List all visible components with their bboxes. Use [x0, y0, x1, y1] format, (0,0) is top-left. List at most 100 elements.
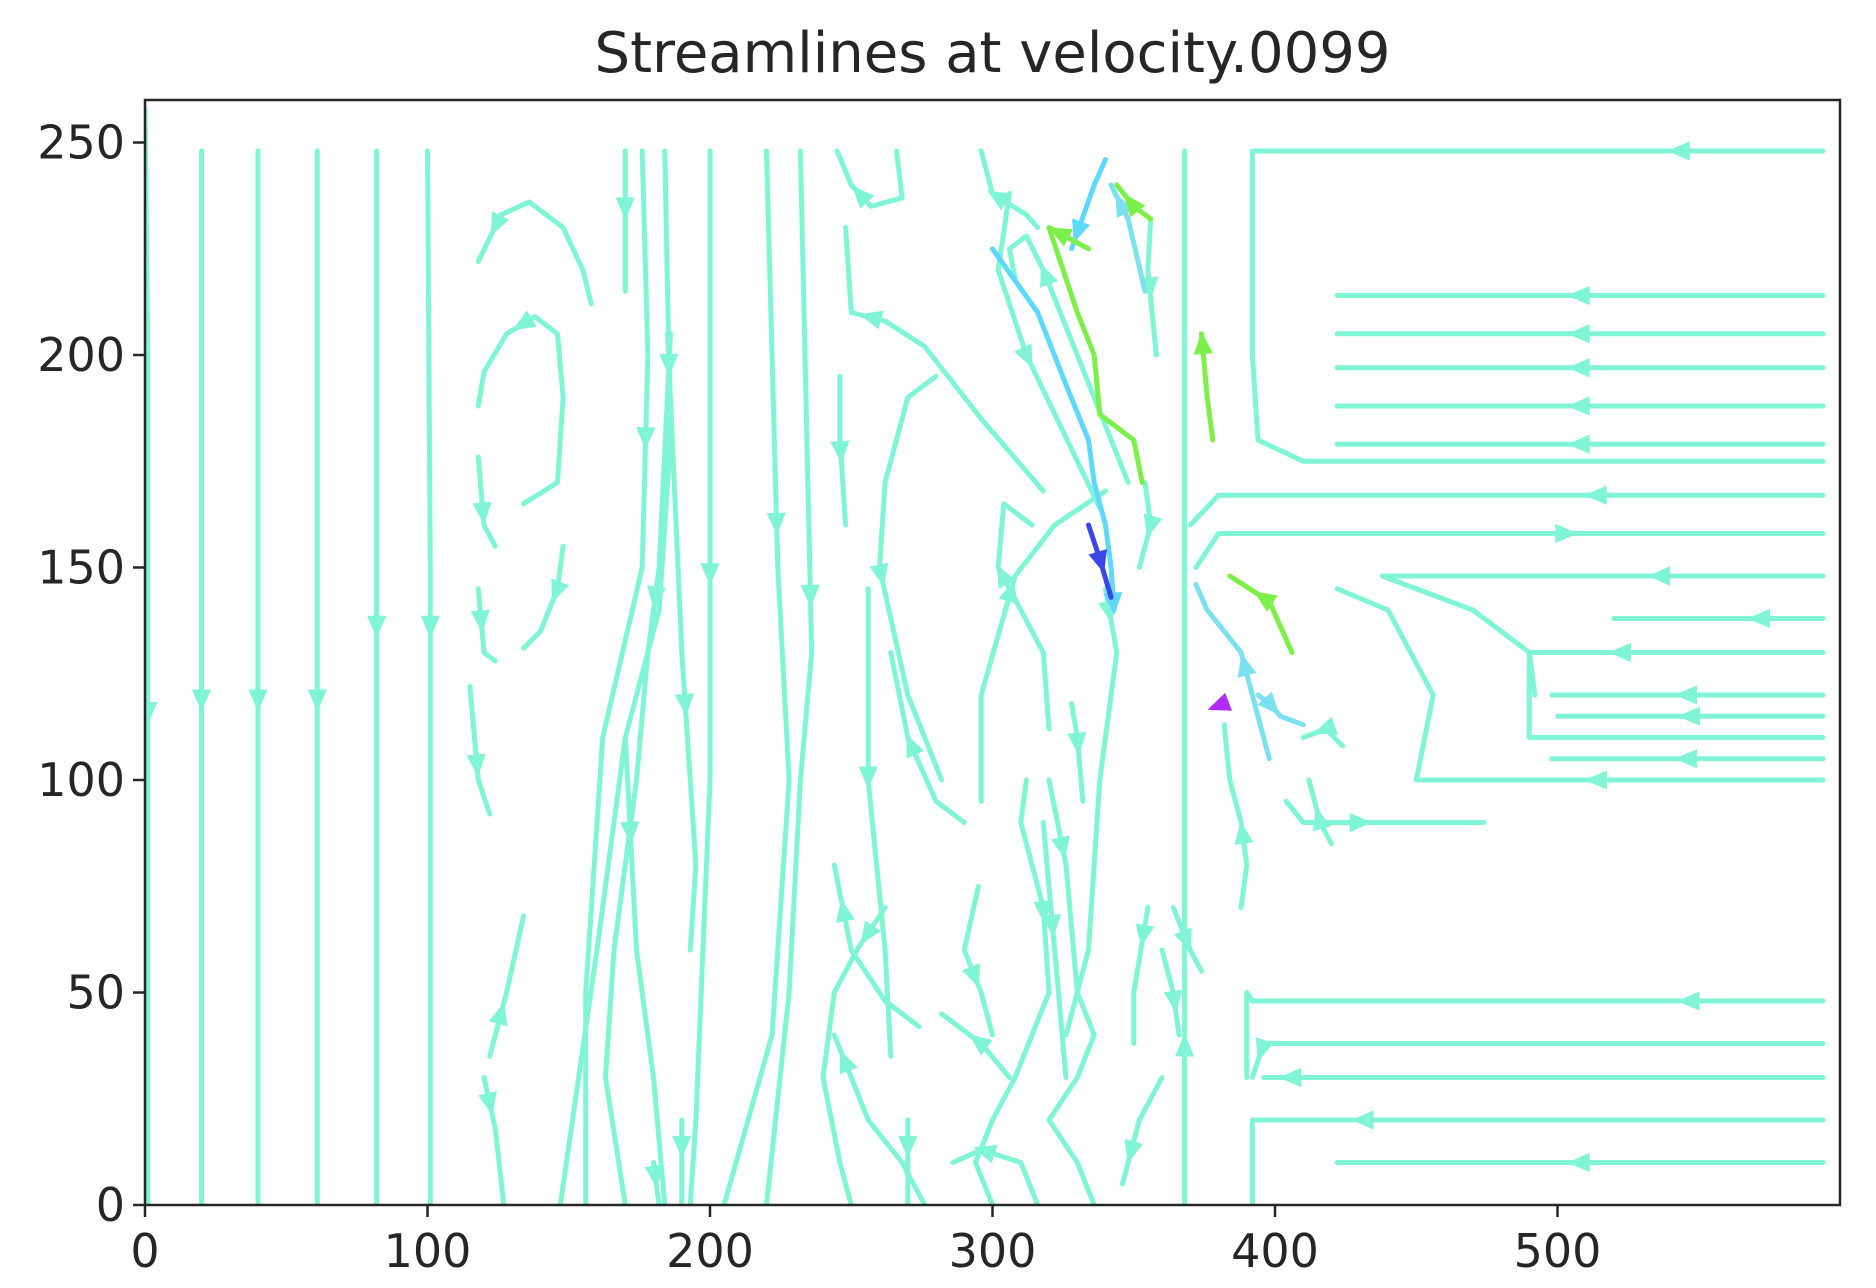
- streamline-arrow: [1234, 821, 1254, 845]
- streamline-arrow: [1255, 1037, 1274, 1062]
- x-tick-label: 100: [384, 1224, 472, 1278]
- streamline-arrow: [1173, 927, 1192, 952]
- streamline: [721, 148, 792, 1205]
- streamline-arrow: [1067, 732, 1087, 756]
- streamline: [1249, 1117, 1826, 1205]
- y-tick-label: 150: [37, 541, 125, 595]
- streamlines-group: [145, 106, 1826, 1205]
- streamline: [834, 148, 905, 209]
- streamline-arrow: [470, 609, 490, 633]
- streamline: [475, 314, 566, 507]
- streamline-arrow: [1555, 523, 1578, 544]
- streamline: [843, 225, 1046, 494]
- streamline-arrow: [1278, 1067, 1302, 1088]
- streamline-arrow: [1674, 685, 1697, 705]
- streamline-arrow: [1051, 835, 1070, 860]
- streamline-arrow: [1584, 770, 1607, 790]
- streamline-arrow: [860, 920, 881, 945]
- x-tick-label: 400: [1231, 1224, 1319, 1278]
- streamline: [1283, 798, 1487, 825]
- streamline-arrow: [1123, 193, 1146, 218]
- streamline: [145, 106, 151, 1205]
- streamline-arrow: [1237, 653, 1257, 678]
- streamline-arrow: [1567, 396, 1590, 416]
- streamline-arrow: [1175, 1034, 1195, 1057]
- streamline-arrow: [973, 1144, 998, 1164]
- x-tick-label: 0: [130, 1224, 159, 1278]
- streamline: [1040, 820, 1069, 1080]
- streamline-arrow: [489, 1002, 508, 1027]
- streamline-arrow: [478, 1091, 497, 1116]
- streamline: [687, 148, 713, 1205]
- streamline-arrow: [1193, 331, 1213, 355]
- streamline-arrow: [420, 615, 440, 639]
- streamline-arrow: [1313, 716, 1339, 735]
- streamline: [888, 650, 967, 825]
- streamline: [973, 777, 1052, 1205]
- streamline-arrow: [1253, 591, 1278, 612]
- streamline-arrow: [1567, 324, 1590, 344]
- x-tick-label: 500: [1514, 1224, 1602, 1278]
- streamline: [978, 488, 1108, 804]
- streamline-arrow: [1608, 642, 1631, 663]
- streamline-arrow: [1040, 263, 1058, 288]
- streamline-arrow: [644, 1164, 664, 1188]
- streamline-arrow: [700, 563, 720, 586]
- streamline: [1193, 531, 1826, 570]
- streamline-arrow: [987, 190, 1012, 211]
- streamline-arrow: [647, 585, 667, 609]
- streamline-arrow: [1351, 1110, 1374, 1130]
- streamline: [764, 148, 815, 1205]
- streamline: [1334, 586, 1826, 783]
- streamline-arrow: [191, 689, 212, 712]
- streamline: [1193, 582, 1272, 762]
- streamline-arrow: [1103, 592, 1123, 615]
- streamline-arrow: [962, 963, 980, 988]
- streamline-arrow: [766, 512, 786, 536]
- x-tick-label: 200: [666, 1224, 754, 1278]
- streamline-arrow: [466, 753, 486, 777]
- streamline-arrow: [852, 185, 875, 209]
- streamline-arrow: [996, 564, 1016, 589]
- streamline-arrow: [1033, 900, 1053, 924]
- streamline-arrow: [1567, 285, 1590, 306]
- x-tick-label: 300: [949, 1224, 1037, 1278]
- streamline: [425, 148, 433, 1205]
- chart-title: Streamlines at velocity.0099: [595, 21, 1391, 86]
- x-axis: 0 100 200 300 400 500: [130, 1205, 1601, 1278]
- streamline-arrow: [1257, 691, 1280, 715]
- y-axis: 0 50 100 150 200 250: [37, 116, 145, 1232]
- streamline-arrow: [830, 440, 850, 464]
- streamline-arrow: [859, 310, 884, 330]
- streamline: [837, 373, 849, 528]
- streamline-arrow: [1349, 812, 1373, 833]
- streamline-arrow: [307, 689, 327, 712]
- streamline: [521, 543, 566, 651]
- streamline-arrow: [1677, 706, 1700, 726]
- streamline-arrow: [858, 766, 878, 789]
- streamline-arrow: [1647, 566, 1670, 586]
- streamline-arrow: [800, 584, 820, 608]
- streamline-arrow: [472, 501, 492, 525]
- streamline-arrow: [512, 310, 537, 331]
- streamline: [487, 913, 526, 1059]
- streamline: [475, 454, 498, 549]
- y-tick-label: 200: [37, 328, 125, 382]
- streamline-arrow: [620, 821, 640, 844]
- streamline-arrow: [1072, 218, 1091, 243]
- streamline: [1187, 492, 1826, 528]
- streamline-arrow: [1667, 141, 1690, 161]
- streamline-arrow: [1207, 692, 1232, 711]
- streamline-arrow: [1747, 608, 1770, 629]
- streamline-arrow: [1088, 549, 1107, 574]
- streamline-arrow: [1674, 749, 1697, 769]
- streamline: [877, 373, 945, 783]
- streamline: [1526, 650, 1826, 740]
- streamline: [990, 246, 1117, 613]
- streamline: [1063, 586, 1120, 1038]
- streamline-arrow: [674, 693, 695, 717]
- streamline: [950, 1147, 1041, 1205]
- streamline: [467, 684, 493, 817]
- streamline: [1145, 216, 1159, 358]
